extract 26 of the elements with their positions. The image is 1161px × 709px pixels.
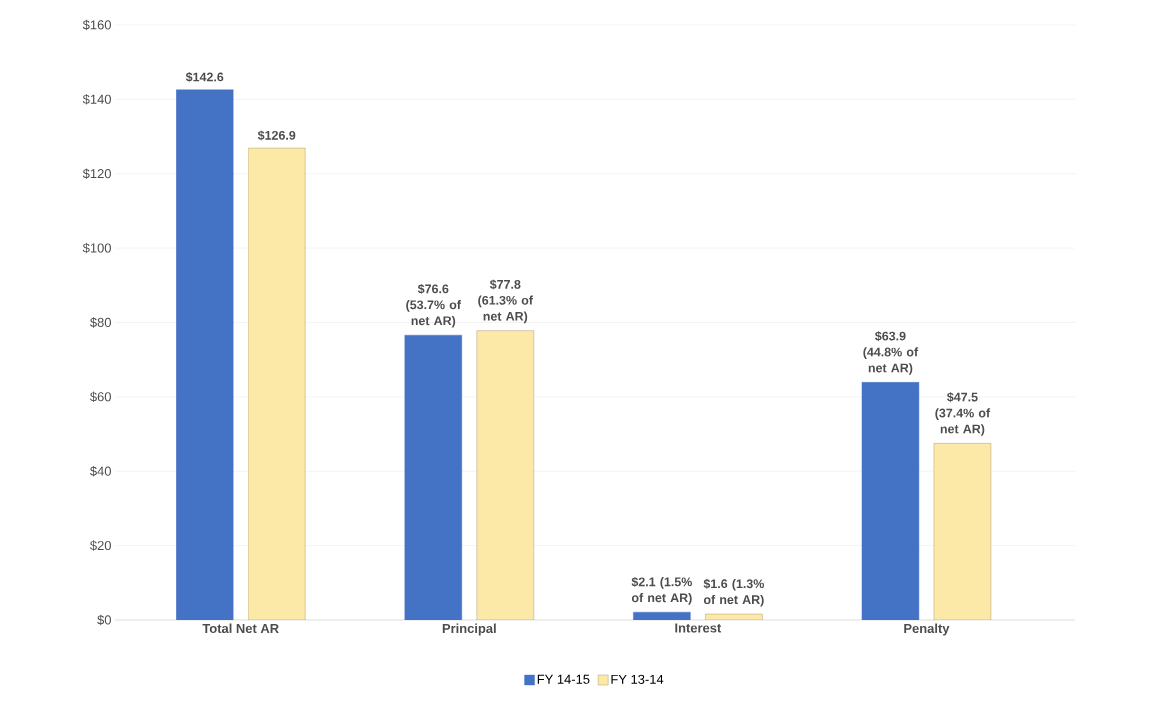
y-tick-label: $0 bbox=[97, 614, 111, 626]
x-tick-label: Total Net AR bbox=[202, 623, 279, 634]
data-label: $126.9 bbox=[257, 130, 296, 141]
data-label: $76.6 (53.7% of net AR) bbox=[406, 283, 461, 328]
bar bbox=[476, 330, 534, 620]
y-tick-label: $140 bbox=[82, 94, 111, 105]
data-label: $63.9 (44.8% of net AR) bbox=[863, 331, 919, 375]
y-tick-label: $120 bbox=[82, 168, 111, 179]
data-label: $142.6 bbox=[185, 72, 224, 83]
y-tick-label: $80 bbox=[90, 317, 111, 328]
y-tick-label: $20 bbox=[90, 540, 111, 551]
y-tick-label: $60 bbox=[90, 391, 111, 403]
x-tick-label: Interest bbox=[675, 623, 722, 633]
data-label: $77.8 (61.3% of net AR) bbox=[478, 279, 533, 324]
data-label: $47.5 (37.4% of net AR) bbox=[935, 392, 991, 436]
y-tick-label: $40 bbox=[90, 465, 111, 477]
bar bbox=[248, 147, 306, 620]
data-label: $1.6 (1.3% of net AR) bbox=[703, 578, 764, 607]
x-tick-label: Penalty bbox=[904, 623, 950, 636]
bar bbox=[933, 443, 992, 620]
x-tick-label: Principal bbox=[442, 623, 496, 636]
legend-label: FY 13-14 bbox=[611, 674, 664, 684]
legend-label: FY 14-15 bbox=[537, 674, 590, 684]
data-label: $2.1 (1.5% of net AR) bbox=[631, 576, 692, 605]
y-tick-label: $100 bbox=[82, 242, 111, 254]
y-tick-label: $160 bbox=[82, 19, 111, 31]
